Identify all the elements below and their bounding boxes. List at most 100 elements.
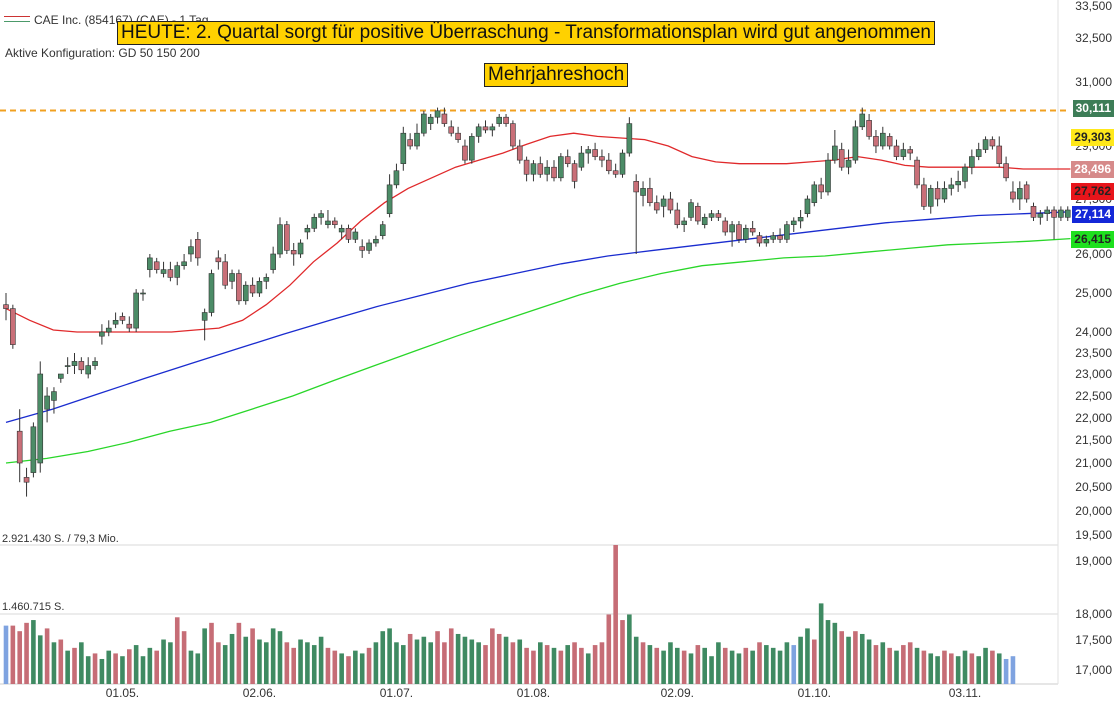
volume-bar [407, 633, 413, 684]
volume-bar [825, 620, 831, 684]
candle [879, 126, 886, 150]
candle-body [475, 126, 482, 137]
candle-body [174, 265, 181, 278]
volume-bar [770, 647, 776, 684]
volume-bar [127, 649, 132, 684]
candle-body [749, 228, 756, 233]
volume-bar [880, 642, 886, 684]
volume-bar [757, 642, 762, 684]
candle-body [99, 331, 105, 337]
candle [681, 217, 687, 232]
volume-bar [572, 642, 577, 684]
candle [297, 239, 304, 258]
volume-bar [647, 645, 653, 684]
price-tick-label: 21,000 [1075, 456, 1112, 470]
candle-body [1010, 191, 1016, 200]
candle [318, 210, 324, 225]
candle [407, 133, 413, 150]
candle [934, 181, 941, 207]
volume-bar [44, 628, 50, 684]
price-tick-label: 23,000 [1075, 367, 1112, 381]
candle [784, 221, 790, 243]
price-tick-label: 22,500 [1075, 389, 1112, 403]
volume-bar [318, 636, 324, 684]
candle [188, 239, 194, 262]
grid-lines [0, 0, 1066, 685]
candle-body [989, 139, 996, 147]
candle-body [188, 246, 194, 255]
candle-body [85, 365, 91, 375]
candle [1037, 210, 1044, 225]
candle [475, 123, 482, 143]
candle [400, 126, 407, 171]
candle-body [907, 149, 914, 154]
volume-bar [784, 642, 790, 684]
candle-body [605, 159, 612, 172]
candle [688, 199, 694, 221]
volume-bar [387, 628, 392, 684]
candle [338, 224, 345, 240]
date-tick-label: 01.08. [517, 686, 550, 700]
date-tick-label: 01.10. [798, 686, 831, 700]
candle [969, 149, 975, 175]
volume-bar [935, 656, 940, 684]
candle [126, 316, 133, 332]
candle-body [277, 224, 283, 255]
candle-body [386, 184, 393, 214]
candle-body [249, 284, 256, 294]
volume-bar [236, 622, 242, 684]
candle [770, 232, 777, 243]
volume-bar [216, 642, 221, 684]
candle-body [516, 145, 523, 161]
volume-bar [791, 645, 797, 684]
candle-body [742, 228, 749, 240]
candle-body [23, 477, 30, 483]
price-tick-label: 26,000 [1075, 247, 1112, 261]
candle [825, 153, 831, 196]
candle-body [126, 323, 133, 329]
candle [612, 163, 619, 178]
candle-body [1003, 163, 1009, 179]
volume-bar [346, 656, 351, 684]
candle-body [982, 139, 989, 150]
volume-bar [853, 631, 858, 684]
volume-bar [462, 636, 468, 684]
candle [708, 210, 715, 221]
candle-body [468, 136, 475, 161]
volume-bar [914, 647, 920, 684]
candle-body [825, 159, 831, 193]
volume-bar [818, 603, 824, 684]
candle-body [715, 213, 722, 218]
volume-bar [181, 631, 187, 684]
volume-bar [209, 622, 214, 684]
candle-body [551, 166, 557, 179]
candle-body [948, 184, 955, 189]
candle [544, 160, 550, 182]
candle [242, 281, 249, 305]
volume-bar [133, 645, 139, 684]
volume-bar [962, 650, 968, 684]
candle-body [359, 246, 366, 251]
candle [585, 146, 592, 164]
news-headline-banner[interactable]: HEUTE: 2. Quartal sorgt für positive Übe… [117, 21, 935, 45]
candle-body [681, 220, 687, 225]
volume-bar [517, 639, 523, 684]
candle-body [147, 257, 153, 270]
volume-bar [17, 631, 22, 684]
candle [722, 217, 729, 236]
candle-body [633, 181, 640, 193]
candle [832, 130, 838, 164]
candle-body [599, 156, 605, 161]
candle [1003, 156, 1009, 182]
candle-body [119, 316, 126, 321]
volume-bar [455, 633, 461, 684]
date-tick-label: 03.11. [949, 686, 981, 700]
candle-body [927, 188, 934, 207]
volume-bar [846, 636, 851, 684]
candle-body [797, 217, 804, 222]
candle-body [407, 139, 413, 147]
date-tick-label: 02.09. [661, 686, 694, 700]
candle-body [57, 373, 64, 379]
volume-bar [894, 650, 899, 684]
